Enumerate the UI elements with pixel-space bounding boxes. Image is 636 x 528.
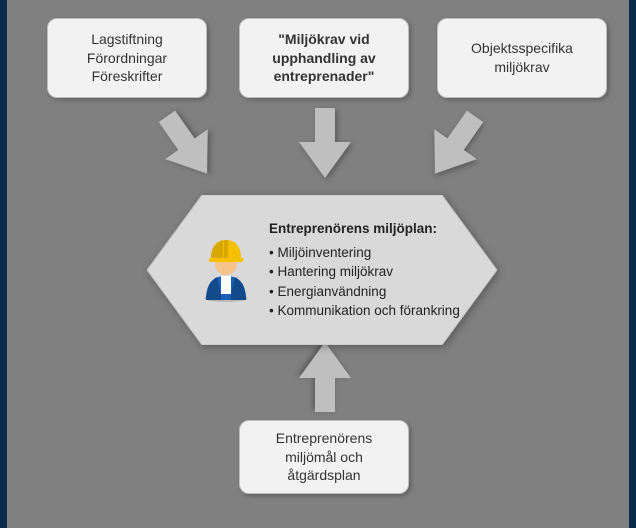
box-lagstiftning: Lagstiftning Förordningar Föreskrifter [47, 18, 207, 98]
hexagon-bullet: Hantering miljökrav [269, 262, 460, 282]
arrow-bottom [295, 342, 355, 412]
hexagon-content: Entreprenörens miljöplan: Miljöinventeri… [187, 208, 477, 332]
box-line: upphandling av [272, 49, 375, 68]
worker-icon [197, 238, 255, 302]
box-entreprenorens-miljomal: Entreprenörens miljömål och åtgärdsplan [239, 420, 409, 494]
hexagon-bullet: Kommunikation och förankring [269, 301, 460, 321]
box-objektsspecifika: Objektsspecifika miljökrav [437, 18, 607, 98]
box-line: åtgärdsplan [276, 466, 373, 485]
box-line: Objektsspecifika [471, 39, 573, 58]
hexagon-title: Entreprenörens miljöplan: [269, 219, 460, 239]
box-line: Föreskrifter [87, 67, 167, 86]
hexagon-bullet: Energianvändning [269, 282, 460, 302]
hexagon-bullet: Miljöinventering [269, 243, 460, 263]
box-line: miljökrav [471, 58, 573, 77]
arrow-top-right [410, 99, 499, 191]
box-line: Lagstiftning [87, 30, 167, 49]
box-line: "Miljökrav vid [272, 30, 375, 49]
box-miljokrav-upphandling: "Miljökrav vid upphandling av entreprena… [239, 18, 409, 98]
arrow-top-left [142, 99, 231, 191]
diagram-canvas: Lagstiftning Förordningar Föreskrifter "… [0, 0, 636, 528]
box-line: Förordningar [87, 49, 167, 68]
box-line: entreprenader" [272, 67, 375, 86]
box-line: miljömål och [276, 448, 373, 467]
box-line: Entreprenörens [276, 429, 373, 448]
hexagon-text: Entreprenörens miljöplan: Miljöinventeri… [269, 219, 460, 321]
arrow-top-mid [295, 108, 355, 178]
